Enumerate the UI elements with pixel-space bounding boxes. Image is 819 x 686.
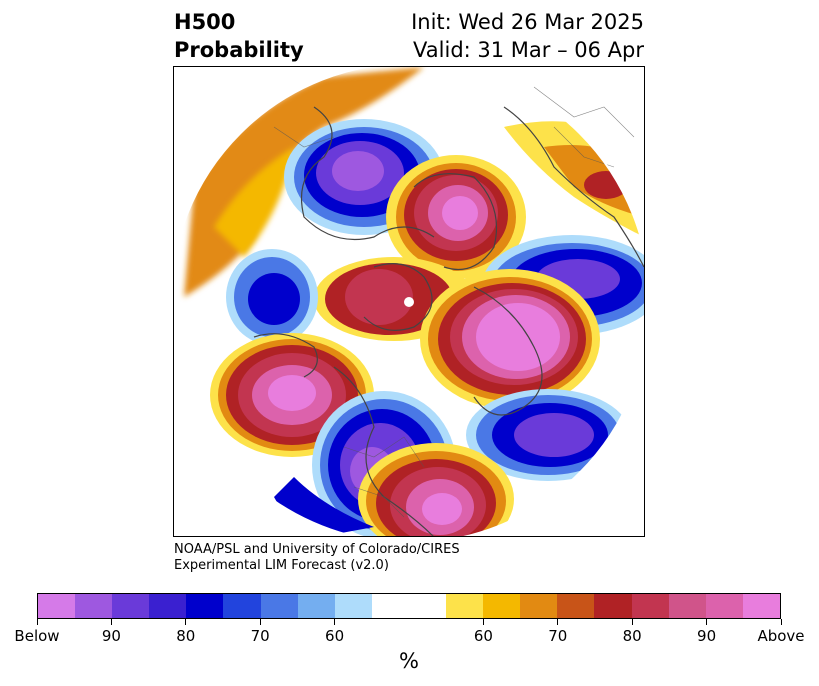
- colorbar-segment: [408, 594, 447, 618]
- colorbar-tick: [36, 619, 38, 625]
- colorbar-segment: [631, 594, 669, 618]
- credit-text: NOAA/PSL and University of Colorado/CIRE…: [174, 542, 460, 574]
- colorbar-segment: [112, 594, 150, 618]
- colorbar-segment: [149, 594, 187, 618]
- credit-line-1: NOAA/PSL and University of Colorado/CIRE…: [174, 542, 460, 557]
- title-quantity: Probability: [174, 38, 304, 62]
- map-title: H500 Probability: [174, 8, 304, 64]
- valid-date-label: Valid: 31 Mar – 06 Apr: [413, 38, 644, 62]
- colorbar-tick: [259, 619, 261, 625]
- colorbar-tick: [631, 619, 633, 625]
- colorbar-segment: [446, 594, 484, 618]
- colorbar-segment: [520, 594, 558, 618]
- colorbar-segment: [742, 594, 780, 618]
- colorbar-segment: [557, 594, 595, 618]
- colorbar-tick: [185, 619, 187, 625]
- colorbar-segment: [75, 594, 113, 618]
- colorbar-segment: [705, 594, 743, 618]
- colorbar-segment: [297, 594, 335, 618]
- colorbar: [37, 593, 781, 619]
- colorbar-tick: [334, 619, 336, 625]
- colorbar-tick-label: Above: [757, 627, 805, 645]
- colorbar-tick: [780, 619, 782, 625]
- colorbar-segment: [594, 594, 632, 618]
- colorbar-segment: [38, 594, 76, 618]
- colorbar-segment: [260, 594, 298, 618]
- borders: [273, 86, 635, 518]
- colorbar-segment: [223, 594, 261, 618]
- colorbar-segment: [186, 594, 224, 618]
- colorbar-tick-label: 90: [697, 627, 717, 645]
- colorbar-tick: [706, 619, 708, 625]
- init-date-label: Init: Wed 26 Mar 2025: [411, 10, 644, 34]
- colorbar-segment: [668, 594, 706, 618]
- north-pole-marker: [404, 297, 414, 307]
- colorbar-segment: [371, 594, 409, 618]
- colorbar-tick-label: 90: [101, 627, 121, 645]
- colorbar-tick-label: 70: [548, 627, 568, 645]
- colorbar-tick-label: 80: [622, 627, 642, 645]
- colorbar-segment: [334, 594, 372, 618]
- colorbar-tick: [557, 619, 559, 625]
- colorbar-unit-label: %: [399, 649, 419, 673]
- colorbar-tick-label: 60: [473, 627, 493, 645]
- colorbar-segment: [483, 594, 521, 618]
- credit-line-2: Experimental LIM Forecast (v2.0): [174, 558, 389, 573]
- probability-map: [173, 66, 645, 537]
- colorbar-tick-label: 70: [250, 627, 270, 645]
- colorbar-tick-label: Below: [14, 627, 60, 645]
- colorbar-tick: [110, 619, 112, 625]
- title-variable: H500: [174, 10, 236, 34]
- polar-map-svg: [174, 67, 644, 536]
- colorbar-tick-label: 80: [176, 627, 196, 645]
- colorbar-tick: [482, 619, 484, 625]
- probability-field: [174, 67, 644, 536]
- colorbar-tick-label: 60: [325, 627, 345, 645]
- coastlines: [253, 106, 644, 536]
- forecast-dates: Init: Wed 26 Mar 2025 Valid: 31 Mar – 06…: [411, 8, 644, 64]
